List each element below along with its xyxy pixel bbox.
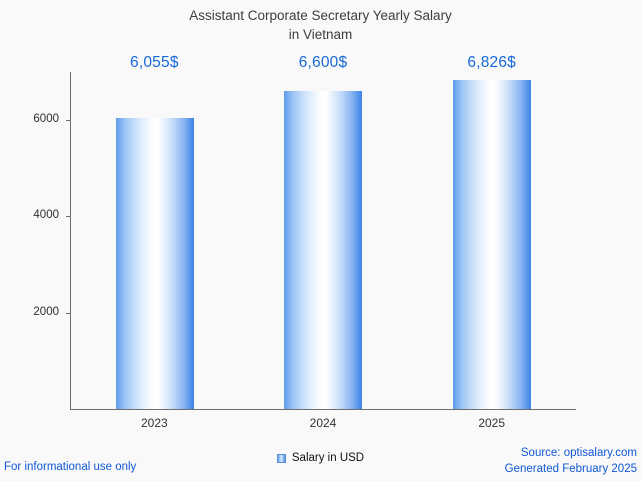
plot-area: 2000 4000 6000 — [33, 72, 576, 410]
value-label-2023: 6,055$ — [130, 54, 179, 71]
bar-2024 — [284, 91, 363, 409]
x-label-2024: 2024 — [309, 416, 337, 430]
bars-container — [71, 72, 576, 409]
source-text: Source: optisalary.com — [520, 447, 637, 459]
bar-2025 — [452, 80, 531, 409]
x-label-2023: 2023 — [140, 416, 168, 430]
bar-group-2025 — [408, 72, 576, 409]
legend: Salary in USD — [0, 452, 641, 464]
tick-mark — [66, 120, 71, 122]
y-tick-label: 2000 — [33, 305, 59, 318]
bar-2023 — [116, 117, 195, 409]
y-tick-label: 4000 — [33, 209, 59, 222]
x-axis-labels: 2023 2024 2025 — [70, 416, 576, 430]
value-label-2025: 6,826$ — [467, 54, 516, 71]
tick-mark — [66, 216, 71, 218]
y-tick-label: 6000 — [33, 113, 59, 126]
legend-swatch-icon — [276, 453, 286, 463]
chart-title-line2: in Vietnam — [288, 26, 353, 42]
disclaimer-text: For informational use only — [4, 461, 137, 473]
bar-group-2024 — [239, 72, 407, 409]
chart-title-line1: Assistant Corporate Secretary Yearly Sal… — [189, 8, 452, 23]
value-label-2024: 6,600$ — [298, 54, 348, 71]
bar-group-2023 — [71, 72, 239, 409]
x-label-2025: 2025 — [478, 416, 506, 430]
legend-label: Salary in USD — [291, 452, 365, 464]
generated-text: Generated February 2025 — [504, 462, 637, 475]
chart-title: Assistant Corporate Secretary Yearly Sal… — [0, 7, 641, 45]
value-label-row: 6,055$ 6,600$ 6,826$ — [70, 54, 576, 72]
source-block: Source: optisalary.com Generated Februar… — [505, 446, 637, 477]
tick-mark — [66, 312, 71, 314]
